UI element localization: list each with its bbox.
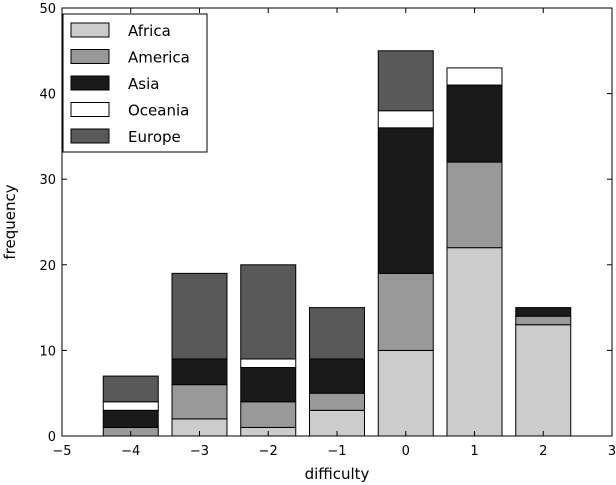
bar-america-x2 (515, 315, 572, 326)
bar-america-x-1 (309, 392, 365, 411)
legend-swatch-america (70, 49, 110, 64)
bar-asia-x0 (377, 127, 434, 274)
bar-africa-x2 (515, 324, 572, 437)
bar-asia-x-2 (240, 367, 297, 403)
bar-asia-x2 (515, 307, 572, 317)
legend-swatch-asia (70, 75, 110, 91)
legend-swatch-oceania (70, 102, 110, 117)
bar-europe-x-4 (102, 375, 159, 403)
x-tick-label: 1 (470, 444, 478, 459)
bar-america-x-2 (240, 401, 297, 428)
y-tick-label: 0 (48, 430, 56, 445)
legend-label-america: America (128, 49, 190, 67)
x-tick-label: −4 (121, 444, 140, 459)
x-tick-label: −5 (52, 444, 71, 459)
bar-europe-x-2 (240, 264, 297, 360)
bar-europe-x-1 (309, 307, 365, 360)
bar-oceania-x-2 (240, 358, 297, 369)
bar-america-x1 (446, 161, 503, 249)
x-tick-label: −2 (259, 444, 278, 459)
x-tick-label: 0 (402, 444, 410, 459)
bar-oceania-x0 (377, 110, 434, 129)
x-tick-label: 3 (608, 444, 616, 459)
bar-america-x0 (377, 272, 434, 351)
x-axis-label: difficulty (305, 465, 370, 483)
x-tick-label: −3 (190, 444, 209, 459)
legend-label-oceania: Oceania (128, 102, 189, 120)
bar-america-x-3 (171, 384, 228, 420)
y-axis-label: frequency (1, 184, 19, 259)
plot-frame (61, 7, 613, 437)
bar-oceania-x-4 (102, 401, 159, 411)
x-tick-label: −1 (327, 444, 346, 459)
bar-asia-x-3 (171, 358, 228, 386)
bar-oceania-x1 (446, 67, 503, 86)
y-tick-label: 20 (39, 259, 56, 274)
bar-asia-x-1 (309, 358, 365, 394)
legend-label-africa: Africa (128, 22, 171, 40)
y-tick-label: 10 (39, 344, 56, 359)
legend-label-asia: Asia (128, 75, 159, 93)
x-tick-label: 2 (539, 444, 547, 459)
bar-africa-x1 (446, 247, 503, 437)
bar-asia-x-4 (102, 409, 159, 428)
bar-europe-x0 (377, 50, 434, 112)
bar-europe-x-3 (171, 272, 228, 360)
bar-group (102, 50, 572, 437)
y-tick-label: 30 (39, 173, 56, 188)
legend-label-europe: Europe (128, 128, 181, 146)
y-tick-label: 40 (39, 88, 56, 103)
y-tick-label: 50 (39, 2, 56, 17)
legend-swatch-europe (70, 128, 110, 144)
bar-africa-x0 (377, 349, 434, 437)
x-axis: −5 −4 −3 −2 −1 0 1 2 3 (52, 8, 616, 459)
bar-asia-x1 (446, 84, 503, 163)
legend-swatch-africa (70, 22, 110, 38)
legend: Africa America Asia Oceania Europe (62, 13, 208, 153)
